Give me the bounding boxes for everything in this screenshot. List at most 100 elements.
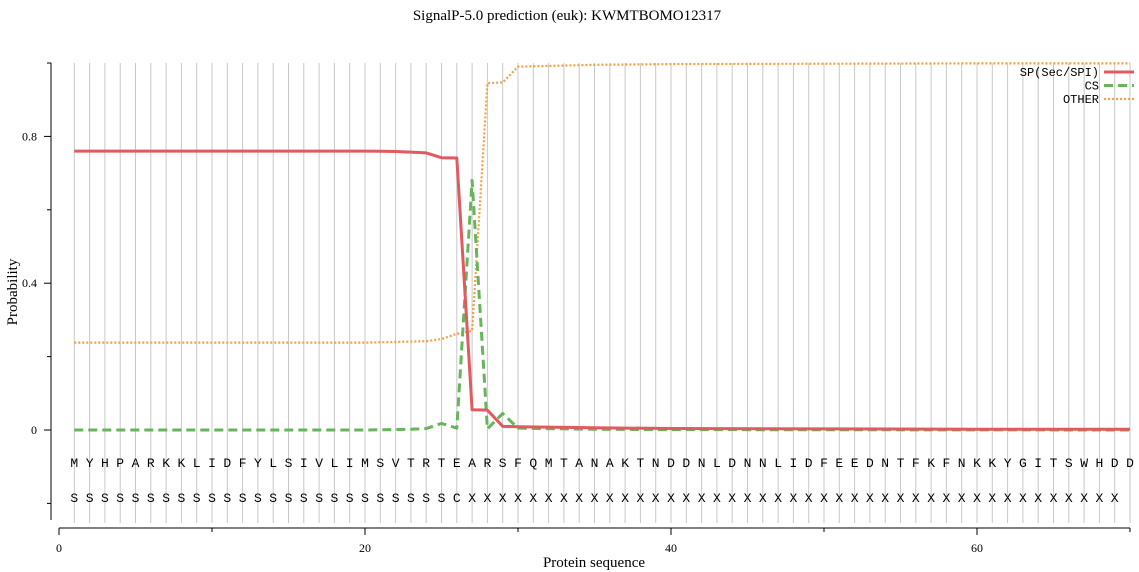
annotation-label: X [805, 491, 813, 506]
sequence-residue: G [1019, 456, 1027, 471]
annotation-label: X [682, 491, 690, 506]
sequence-residue: L [193, 456, 201, 471]
annotation-label: S [407, 491, 415, 506]
annotation-label: X [866, 491, 874, 506]
annotation-label: X [759, 491, 767, 506]
x-tick-label: 0 [56, 541, 62, 555]
x-tick-label: 20 [359, 541, 371, 555]
sequence-residue: I [300, 456, 308, 471]
annotation-label: S [162, 491, 170, 506]
annotation-label: S [86, 491, 94, 506]
sequence-residue: N [958, 456, 966, 471]
sequence-residue: I [346, 456, 354, 471]
annotation-label: X [1111, 491, 1119, 506]
vertical-grid [73, 63, 1131, 523]
sequence-residue: F [820, 456, 828, 471]
annotation-label: X [988, 491, 996, 506]
annotation-label: X [591, 491, 599, 506]
sequence-residue: L [713, 456, 721, 471]
annotation-label: X [499, 491, 507, 506]
annotation-label: S [376, 491, 384, 506]
sequence-residue: F [942, 456, 950, 471]
annotation-label: X [636, 491, 644, 506]
sequence-residue: V [315, 456, 323, 471]
sequence-residue: Y [86, 456, 94, 471]
axes: 0 0.4 0.8 0 20 40 60 [22, 62, 1131, 555]
annotation-label: S [438, 491, 446, 506]
x-axis-label: Protein sequence [543, 555, 645, 571]
annotation-label: X [1034, 491, 1042, 506]
sequence-residue: F [912, 456, 920, 471]
sequence-residue: L [269, 456, 277, 471]
legend-label: CS [1085, 80, 1099, 94]
sequence-residue: N [652, 456, 660, 471]
sequence-residue: Y [1004, 456, 1012, 471]
sequence-residue: D [1126, 456, 1134, 471]
legend-label: OTHER [1063, 93, 1099, 107]
annotation-label: X [927, 491, 935, 506]
sequence-residue: N [759, 456, 767, 471]
sequence-residue: T [1050, 456, 1058, 471]
sequence-residue: S [376, 456, 384, 471]
sequence-residue: S [285, 456, 293, 471]
annotation-label: X [851, 491, 859, 506]
sequence-residue: A [575, 456, 583, 471]
sequence-residue: D [866, 456, 874, 471]
sequence-residue: H [1095, 456, 1103, 471]
legend-label: SP(Sec/SPI) [1020, 66, 1099, 80]
annotation-label: X [1095, 491, 1103, 506]
series-lines [74, 62, 1131, 432]
sequence-residue: R [422, 456, 430, 471]
annotation-label: S [70, 491, 78, 506]
series-line-other [74, 62, 1130, 344]
annotation-label: X [606, 491, 614, 506]
annotation-label: X [728, 491, 736, 506]
annotation-label: X [835, 491, 843, 506]
sequence-residue: N [698, 456, 706, 471]
annotation-label: X [652, 491, 660, 506]
annotation-label: X [468, 491, 476, 506]
sequence-residue: L [330, 456, 338, 471]
annotation-label: X [973, 491, 981, 506]
sequence-residue: D [805, 456, 813, 471]
annotation-label: X [1004, 491, 1012, 506]
annotation-label: X [698, 491, 706, 506]
sequence-residue: D [682, 456, 690, 471]
annotation-label: X [529, 491, 537, 506]
y-tick-label: 0 [31, 423, 37, 437]
sequence-residue: D [728, 456, 736, 471]
sequence-residue: F [239, 456, 247, 471]
annotation-label: S [147, 491, 155, 506]
annotation-label: S [132, 491, 140, 506]
y-axis-label: Probability [5, 258, 21, 325]
annotation-label: X [744, 491, 752, 506]
y-tick-label: 0.4 [22, 276, 37, 290]
sequence-residue: R [483, 456, 491, 471]
sequence-residue: N [881, 456, 889, 471]
annotation-label: S [223, 491, 231, 506]
sequence-residue: Q [529, 456, 537, 471]
annotation-label: X [881, 491, 889, 506]
annotation-label: X [1065, 491, 1073, 506]
sequence-residue: T [636, 456, 644, 471]
sequence-residue: K [973, 456, 981, 471]
sequence-residue: E [835, 456, 843, 471]
annotation-label: S [330, 491, 338, 506]
annotation-label: X [560, 491, 568, 506]
sequence-residue: N [744, 456, 752, 471]
annotation-label: X [1080, 491, 1088, 506]
sequence-residue: S [499, 456, 507, 471]
sequence-residue: H [101, 456, 109, 471]
annotation-label: S [300, 491, 308, 506]
annotation-label: X [514, 491, 522, 506]
annotation-label: X [820, 491, 828, 506]
y-tick-label: 0.8 [22, 129, 37, 143]
sequence-residue: W [1080, 456, 1088, 471]
sequence-residue: I [1034, 456, 1042, 471]
sequence-residue: T [897, 456, 905, 471]
sequence-residue: M [545, 456, 553, 471]
annotation-label: S [269, 491, 277, 506]
annotation-label: X [713, 491, 721, 506]
annotation-label: X [667, 491, 675, 506]
